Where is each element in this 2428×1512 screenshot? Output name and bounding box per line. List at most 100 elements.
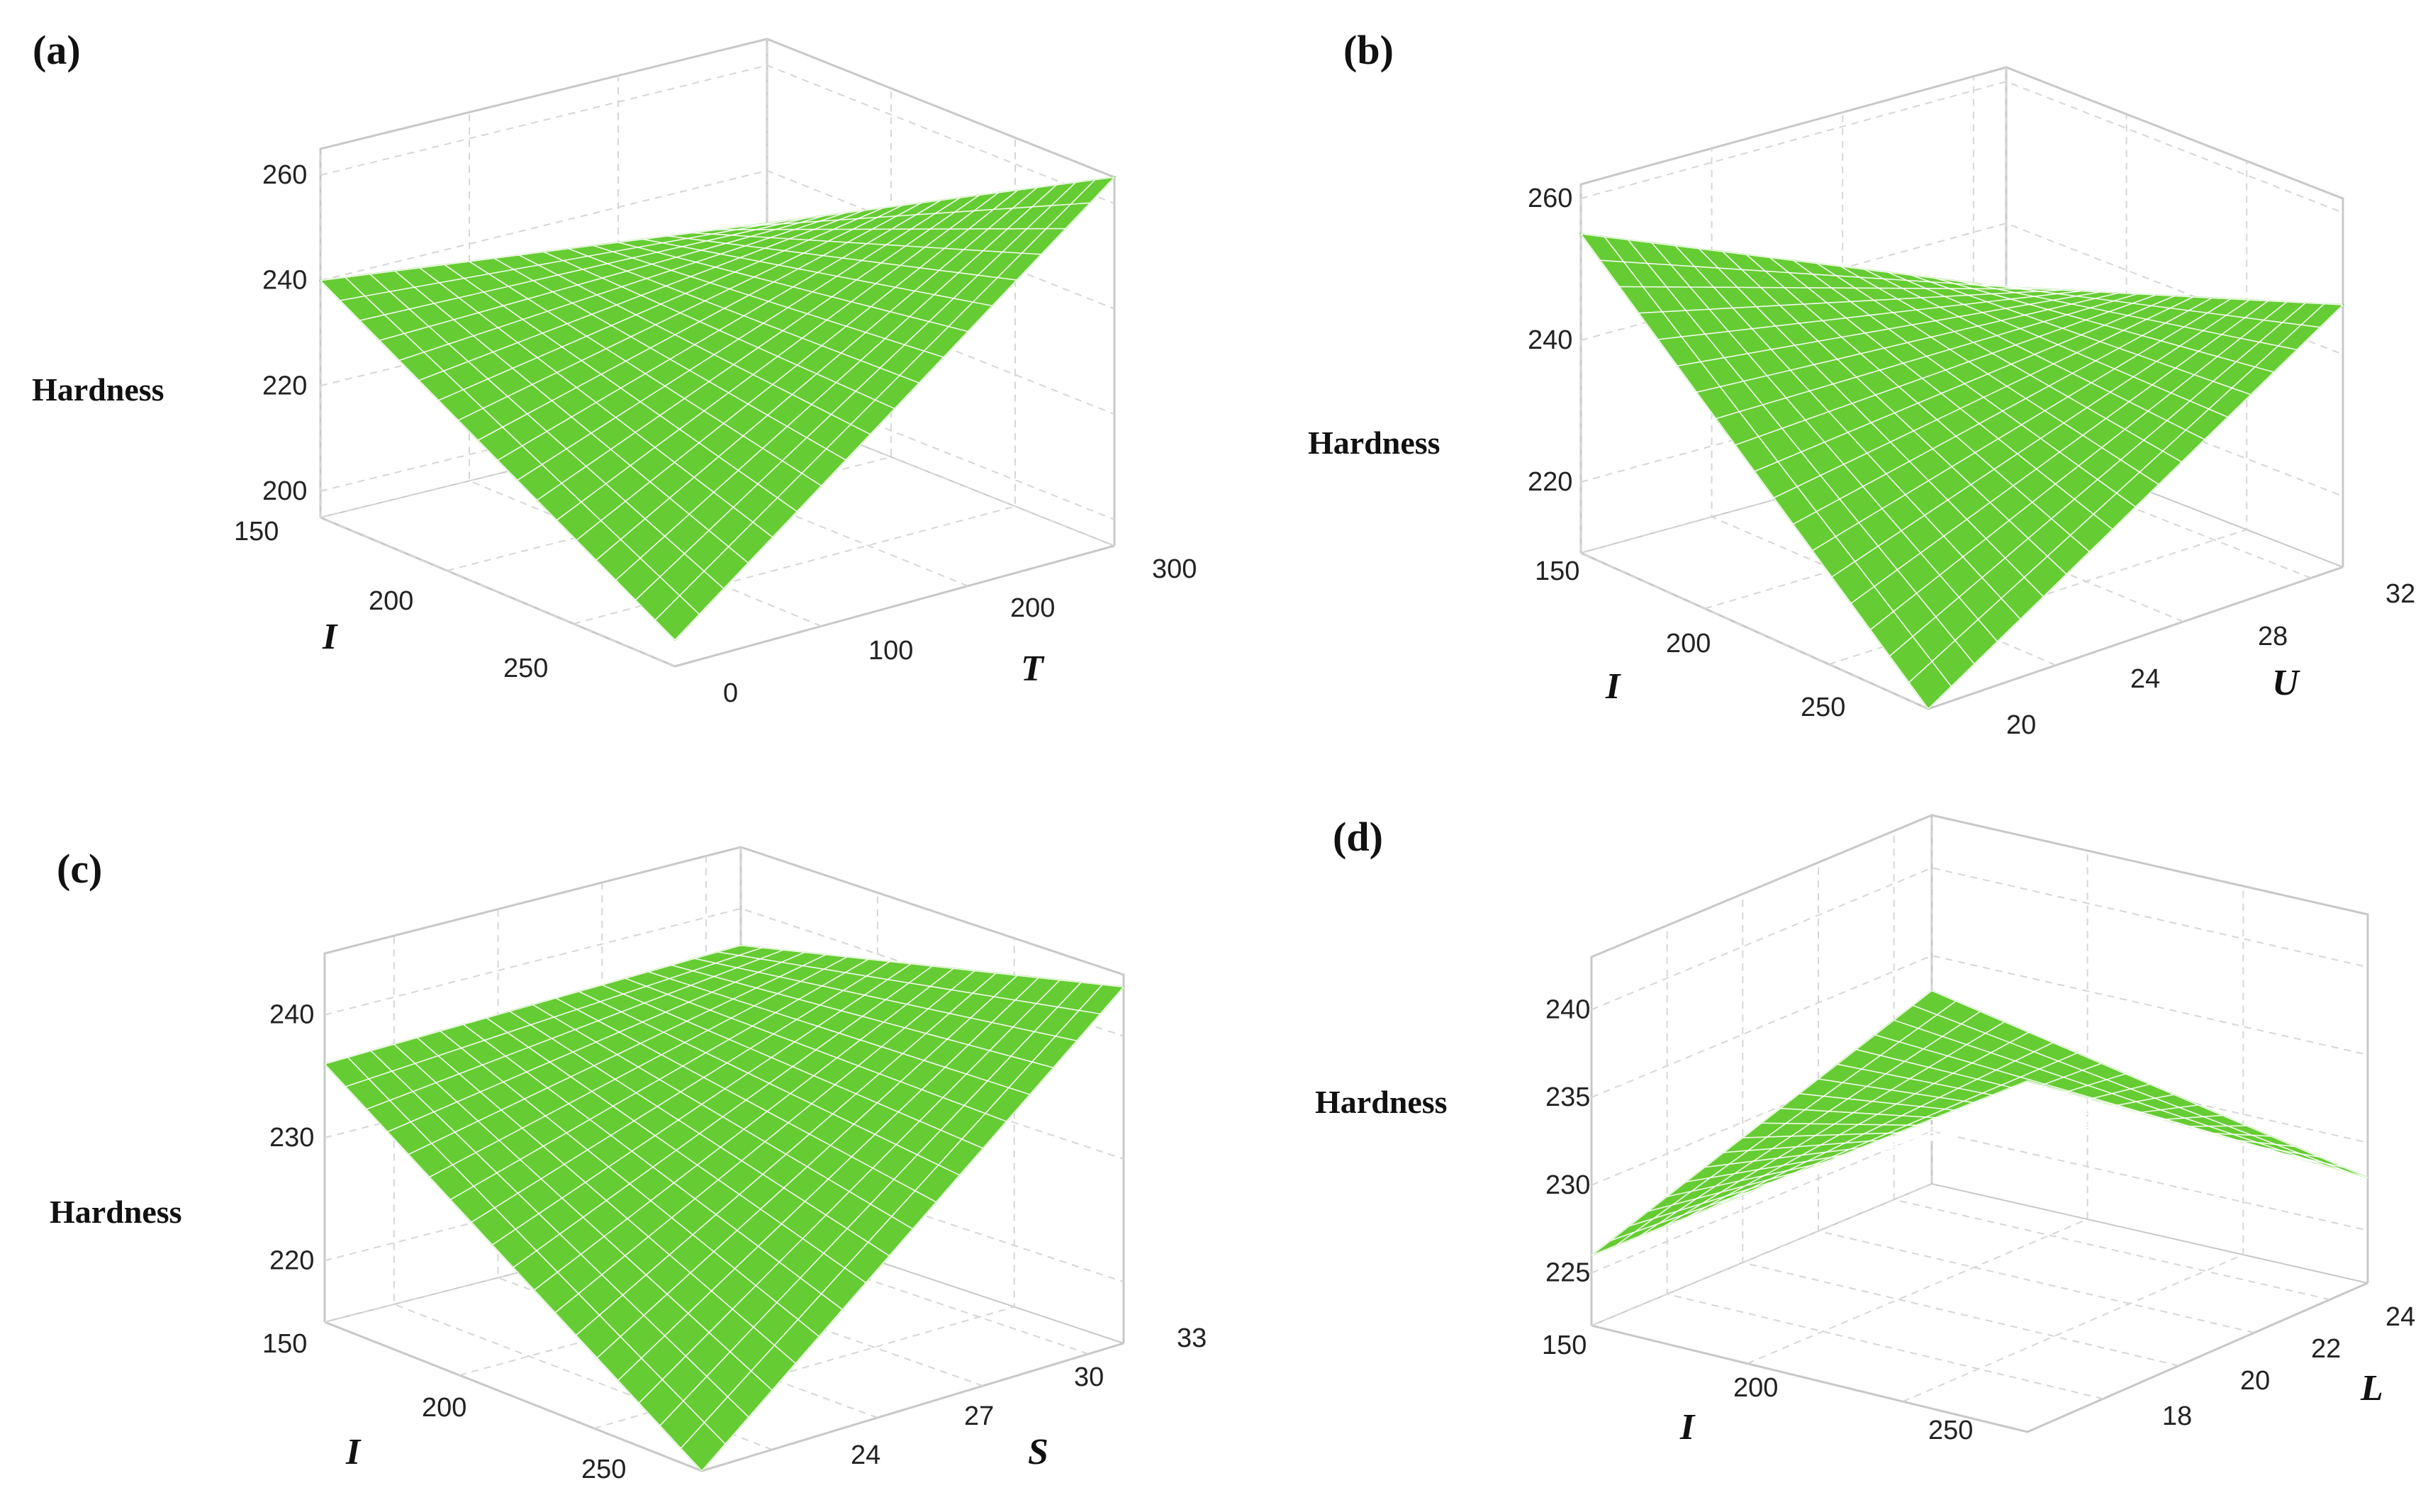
panel-0-y-tick-label: 100 [868, 636, 913, 666]
panel-1-mesh-line [1889, 302, 2306, 657]
panel-0-mesh-line [634, 181, 1077, 601]
panel-2-mesh-line [671, 964, 1054, 1068]
panel-2-grid-x [324, 847, 742, 1323]
panel-2-mesh-line [701, 986, 1124, 1472]
panel-0-z-tick-label: 220 [262, 371, 307, 401]
panel-3-y-axis-label: L [2360, 1368, 2383, 1409]
panel-1-grid-z [1580, 80, 2344, 213]
panel-0-z-tick-label: 240 [262, 266, 307, 296]
panel-3-z-tick-label: 230 [1545, 1170, 1590, 1200]
panel-1-y-axis-label: U [2272, 663, 2300, 703]
panel-0-mesh-line [654, 179, 1096, 621]
panel-3-x-axis-label: I [1679, 1407, 1696, 1447]
panel-3-grid-z [1591, 1042, 2368, 1186]
panel-3-grid-x [1747, 851, 2088, 1365]
panel-1-x-tick-label: 200 [1666, 629, 1711, 659]
panel-2-x-axis-label: I [345, 1432, 362, 1472]
panel-2-mesh-line [717, 951, 1101, 1015]
panel-2-grid-z [324, 1153, 1124, 1283]
panel-1-y-tick-label: 32 [2385, 579, 2415, 609]
panel-1-mesh-line [1982, 284, 2320, 328]
panel-1-mesh-line [1959, 280, 2298, 351]
panel-3-y-tick-label: 24 [2385, 1302, 2415, 1332]
panel-1-grid-z [1580, 364, 2344, 497]
panel-2-y-axis-label: S [1028, 1432, 1048, 1472]
panel-3-y-tick-label: 20 [2240, 1366, 2270, 1396]
panel-1-z-tick-label: 260 [1528, 184, 1572, 213]
panel-3-z-tick-label: 225 [1545, 1258, 1590, 1288]
panel-1-grid-x [1580, 67, 2007, 554]
panel-2-mesh-line [740, 944, 1124, 988]
panel-2-grid-z [324, 907, 1124, 1037]
panel-3-grid-z [1591, 1130, 2368, 1274]
panel-3-x-tick-label: 150 [1542, 1331, 1587, 1360]
panel-0-y-tick-label: 200 [1010, 593, 1055, 623]
panel-0-grid-y [320, 149, 676, 667]
panel-3-panel-label: (d) [1333, 814, 1383, 860]
panel-1-z-axis-label: Hardness [1308, 425, 1440, 461]
panel-2-x-tick-label: 150 [262, 1329, 307, 1359]
panel-1-x-axis-label: I [1605, 666, 1621, 707]
panel-3-z-axis-label: Hardness [1315, 1084, 1448, 1120]
panel-1-z-tick-label: 240 [1528, 325, 1572, 355]
panel-2-grid-y [705, 856, 1089, 1355]
panel-0-mesh-line [742, 202, 1090, 228]
panel-1-mesh-line [1928, 304, 2344, 710]
panel-1-y-tick-label: 20 [2006, 710, 2036, 740]
panel-3-y-tick-label: 22 [2311, 1334, 2341, 1364]
panel-3-y-tick-label: 18 [2162, 1401, 2192, 1431]
panel-2-panel-label: (c) [57, 846, 102, 892]
panel-2-y-tick-label: 24 [851, 1440, 880, 1470]
panel-2-x-tick-label: 200 [422, 1393, 466, 1423]
panel-3-grid-y [1742, 894, 2179, 1367]
panel-2-y-tick-label: 33 [1177, 1323, 1207, 1353]
panel-3-z-tick-label: 240 [1545, 995, 1590, 1024]
panel-2-z-axis-label: Hardness [50, 1194, 182, 1230]
panel-1-mesh-line [2005, 286, 2344, 306]
panel-0-mesh-line [674, 177, 1115, 641]
panel-3-grid-z [1591, 955, 2368, 1099]
panel-0-mesh-line [766, 177, 1115, 224]
panel-2-y-tick-label: 27 [964, 1401, 994, 1431]
panel-3-x-tick-label: 250 [1928, 1416, 1973, 1445]
panel-3-x-tick-label: 200 [1733, 1373, 1778, 1403]
panel-2-mesh-line [680, 984, 1103, 1449]
panel-0-mesh-line [717, 228, 1066, 230]
panel-0-z-tick-label: 260 [262, 160, 307, 190]
panel-3-box-floor-front [1591, 1282, 2368, 1433]
panel-1-panel-label: (b) [1343, 27, 1394, 73]
panel-3-mesh-line [2027, 1080, 2368, 1179]
panel-3-grid-x [1902, 886, 2244, 1403]
panel-0-surface [318, 176, 1117, 642]
panel-2-mesh-line [659, 982, 1082, 1426]
panel-1-y-tick-label: 24 [2130, 664, 2160, 694]
panel-3-z-tick-label: 235 [1545, 1082, 1590, 1112]
panel-2-grid-y [601, 883, 983, 1387]
panel-0-panel-label: (a) [33, 27, 81, 73]
panel-3-box-floor-back [1591, 1182, 2368, 1326]
panel-0-x-axis-label: I [322, 617, 338, 657]
panel-2-x-tick-label: 250 [581, 1455, 626, 1484]
panel-0-y-axis-label: T [1021, 649, 1045, 689]
panel-0-x-tick-label: 150 [234, 517, 279, 547]
panel-2-y-tick-label: 30 [1074, 1362, 1104, 1392]
panel-0-y-tick-label: 300 [1152, 554, 1197, 584]
panel-1-grid-y [1580, 184, 1929, 710]
panel-3-grid-y [1666, 925, 2103, 1400]
panel-3-grid-y [1893, 831, 2330, 1301]
panel-1-z-tick-label: 220 [1528, 467, 1572, 497]
panel-3-grid-z [1591, 867, 2368, 1011]
panel-3-grid-x [1591, 815, 1932, 1326]
panel-2-mesh-line [694, 958, 1078, 1041]
panel-1-mesh-line [1908, 303, 2325, 683]
panel-2-z-tick-label: 230 [269, 1123, 314, 1153]
panel-0-mesh-line [692, 232, 1041, 255]
panel-2-z-tick-label: 240 [269, 1000, 314, 1030]
panel-0-z-axis-label: Hardness [32, 371, 164, 408]
panel-0-x-tick-label: 250 [503, 654, 548, 683]
panel-1-x-tick-label: 250 [1801, 693, 1845, 722]
panel-1-x-tick-label: 150 [1535, 556, 1579, 586]
panel-3-mesh-line [1931, 990, 2368, 1179]
panel-0-y-tick-label: 0 [723, 678, 738, 708]
